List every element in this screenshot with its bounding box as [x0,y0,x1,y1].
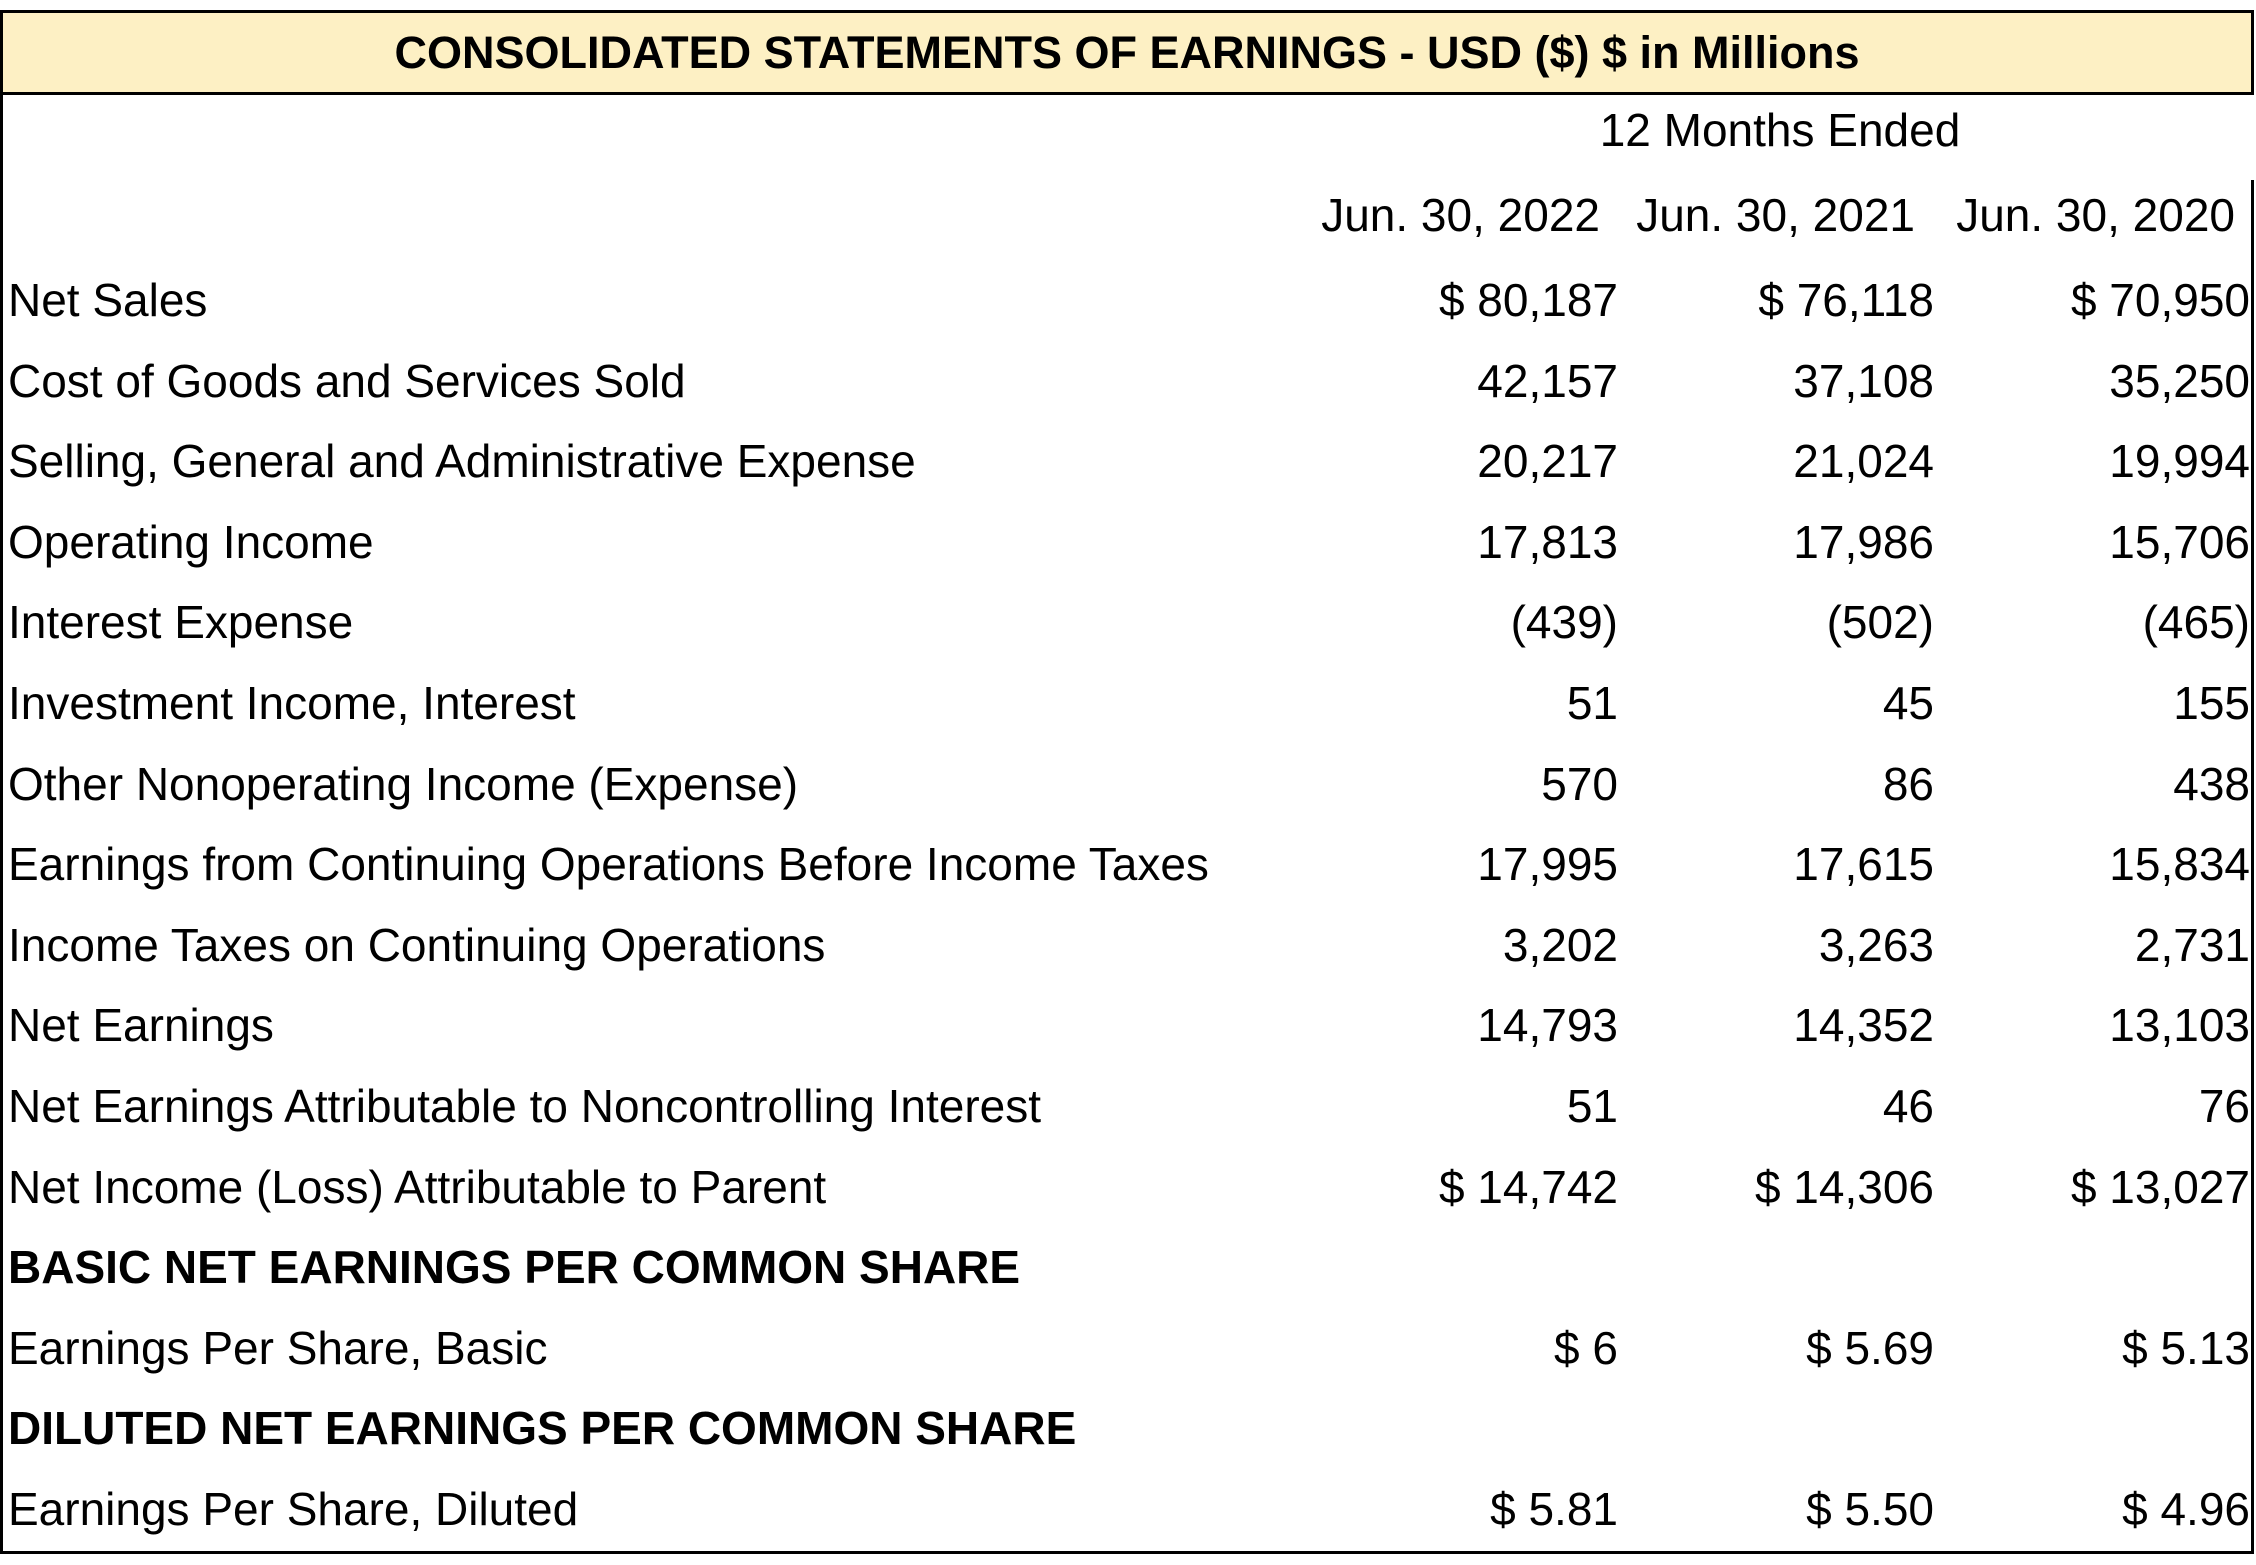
table-border-bottom [0,1551,2254,1554]
table-row: Cost of Goods and Services Sold 42,157 3… [0,341,2254,422]
row-label: Earnings Per Share, Basic [8,1321,548,1374]
row-value: $ 6 [1554,1321,1618,1374]
section-label: DILUTED NET EARNINGS PER COMMON SHARE [8,1402,1077,1455]
row-value: 21,024 [1793,435,1934,488]
table-row: Net Sales $ 80,187 $ 76,118 $ 70,950 [0,260,2254,341]
row-value: $ 4.96 [2122,1482,2250,1535]
row-label: Net Earnings Attributable to Noncontroll… [8,1079,1042,1132]
row-value: 14,793 [1477,999,1618,1052]
statement-rows: Net Sales $ 80,187 $ 76,118 $ 70,950 Cos… [0,260,2254,1550]
table-row: Investment Income, Interest 51 45 155 [0,663,2254,744]
row-value: 17,615 [1793,838,1934,891]
row-label: Earnings from Continuing Operations Befo… [8,838,1209,891]
row-value: $ 5.13 [2122,1321,2250,1374]
row-value: $ 70,950 [2070,274,2250,326]
row-value: 86 [1882,757,1934,810]
statement-title: CONSOLIDATED STATEMENTS OF EARNINGS - US… [0,10,2254,95]
row-label: Net Income (Loss) Attributable to Parent [8,1160,827,1213]
row-value: $ 13,027 [2070,1160,2250,1213]
table-row: Net Earnings 14,793 14,352 13,103 [0,985,2254,1066]
row-value: 42,157 [1477,354,1618,407]
row-value: 438 [2173,757,2250,810]
row-value: 13,103 [2109,999,2250,1052]
row-value: (502) [1826,596,1934,649]
row-value: 76 [2198,1079,2250,1132]
column-header-2020: Jun. 30, 2020 [1956,189,2235,241]
table-row: Net Earnings Attributable to Noncontroll… [0,1066,2254,1147]
row-label: Income Taxes on Continuing Operations [8,918,826,971]
row-value: 17,813 [1477,515,1618,568]
row-value: 155 [2173,676,2250,729]
row-value: 3,263 [1818,918,1934,971]
row-value: 45 [1882,676,1934,729]
row-value: 14,352 [1793,999,1934,1052]
row-label: Operating Income [8,515,374,568]
row-value: 15,834 [2109,838,2250,891]
table-row: Operating Income 17,813 17,986 15,706 [0,502,2254,583]
table-row: Earnings from Continuing Operations Befo… [0,824,2254,905]
row-label: Selling, General and Administrative Expe… [8,435,916,488]
row-value: $ 5.69 [1806,1321,1934,1374]
row-value: 51 [1566,1079,1618,1132]
row-label: Cost of Goods and Services Sold [8,354,686,407]
table-row: Other Nonoperating Income (Expense) 570 … [0,744,2254,825]
row-value: 15,706 [2109,515,2250,568]
row-label: Net Sales [8,274,208,326]
row-label: Interest Expense [8,596,354,649]
table-row: Earnings Per Share, Diluted $ 5.81 $ 5.5… [0,1469,2254,1550]
row-value: 3,202 [1502,918,1618,971]
row-value: 17,995 [1477,838,1618,891]
section-header-row: DILUTED NET EARNINGS PER COMMON SHARE [0,1388,2254,1469]
row-value: 2,731 [2134,918,2250,971]
row-value: $ 5.81 [1490,1482,1618,1535]
row-label: Net Earnings [8,999,274,1052]
row-value: $ 76,118 [1758,274,1934,326]
row-label: Earnings Per Share, Diluted [8,1482,579,1535]
period-header: 12 Months Ended [1599,104,1961,156]
row-label: Investment Income, Interest [8,676,576,729]
table-row: Selling, General and Administrative Expe… [0,421,2254,502]
column-header-2021: Jun. 30, 2021 [1636,189,1915,241]
row-value: 35,250 [2109,354,2250,407]
row-value: 20,217 [1477,435,1618,488]
column-header-2022: Jun. 30, 2022 [1321,189,1600,241]
section-header-row: BASIC NET EARNINGS PER COMMON SHARE [0,1227,2254,1308]
row-value: $ 14,306 [1754,1160,1934,1213]
row-label: Other Nonoperating Income (Expense) [8,757,799,810]
row-value: (439) [1510,596,1618,649]
row-value: $ 14,742 [1438,1160,1618,1213]
table-row: Net Income (Loss) Attributable to Parent… [0,1147,2254,1228]
table-border-right [2251,180,2254,1554]
row-value: 37,108 [1793,354,1934,407]
row-value: 51 [1566,676,1618,729]
row-value: 46 [1882,1079,1934,1132]
table-row: Earnings Per Share, Basic $ 6 $ 5.69 $ 5… [0,1308,2254,1389]
row-value: 570 [1541,757,1618,810]
table-row: Interest Expense (439) (502) (465) [0,582,2254,663]
row-value: (465) [2142,596,2250,649]
table-row: Income Taxes on Continuing Operations 3,… [0,905,2254,986]
row-value: 19,994 [2109,435,2250,488]
section-label: BASIC NET EARNINGS PER COMMON SHARE [8,1241,1021,1294]
row-value: 17,986 [1793,515,1934,568]
row-value: $ 80,187 [1438,274,1618,326]
row-value: $ 5.50 [1806,1482,1934,1535]
